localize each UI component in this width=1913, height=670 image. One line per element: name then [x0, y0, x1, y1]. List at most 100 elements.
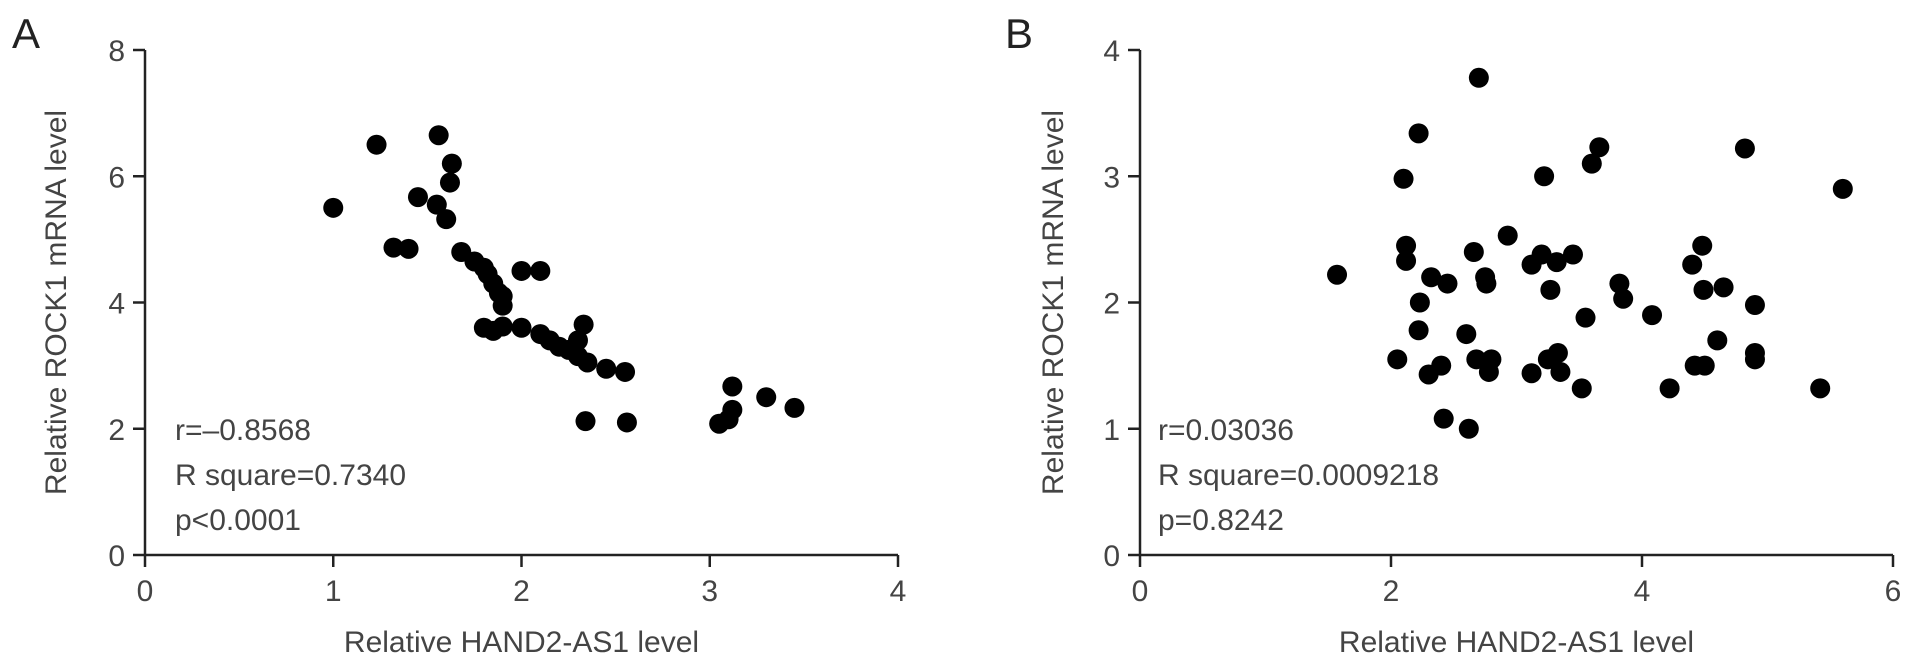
data-point-b: [1456, 324, 1477, 345]
y-tick-label-b: 2: [1103, 288, 1120, 321]
y-tick-label-a: 0: [108, 540, 125, 573]
data-point-b: [1497, 225, 1518, 246]
data-point-b: [1550, 361, 1571, 382]
data-point-a: [407, 187, 428, 208]
data-point-b: [1521, 363, 1542, 384]
y-tick-label-b: 1: [1103, 414, 1120, 447]
data-point-a: [530, 260, 551, 281]
data-point-b: [1393, 168, 1414, 189]
data-point-a: [596, 358, 617, 379]
data-point-b: [1571, 378, 1592, 399]
data-point-b: [1468, 67, 1489, 88]
data-point-a: [511, 260, 532, 281]
x-axis-title-a: Relative HAND2-AS1 level: [344, 626, 699, 659]
data-point-b: [1575, 307, 1596, 328]
data-point-a: [722, 399, 743, 420]
data-point-a: [511, 317, 532, 338]
x-tick-label-a: 1: [325, 575, 342, 608]
y-tick-label-b: 0: [1103, 540, 1120, 573]
data-point-b: [1562, 244, 1583, 265]
y-tick-label-a: 2: [108, 414, 125, 447]
data-point-b: [1682, 254, 1703, 275]
data-point-b: [1466, 349, 1487, 370]
data-point-a: [441, 153, 462, 174]
x-tick-label-a: 3: [701, 575, 718, 608]
data-point-b: [1547, 343, 1568, 363]
stat-annotation-b: p=0.8242: [1158, 504, 1284, 537]
stat-annotation-a: r=–0.8568: [175, 414, 311, 447]
y-axis-title-a: Relative ROCK1 mRNA level: [40, 110, 73, 495]
data-point-a: [428, 125, 449, 146]
data-point-a: [426, 194, 447, 215]
data-point-a: [756, 387, 777, 408]
y-tick-label-a: 6: [108, 161, 125, 194]
x-tick-label-a: 2: [513, 575, 530, 608]
data-point-b: [1659, 378, 1680, 399]
y-axis-title-b: Relative ROCK1 mRNA level: [1037, 110, 1070, 495]
data-point-a: [577, 352, 598, 373]
data-point-b: [1734, 138, 1755, 159]
data-point-b: [1540, 279, 1561, 300]
data-point-b: [1589, 137, 1610, 158]
data-point-b: [1613, 288, 1634, 309]
data-point-a: [616, 412, 637, 433]
data-point-b: [1744, 349, 1765, 370]
data-point-a: [567, 330, 588, 351]
data-point-b: [1409, 292, 1430, 313]
x-tick-label-a: 4: [890, 575, 907, 608]
x-tick-label-b: 4: [1634, 575, 1651, 608]
data-point-b: [1707, 330, 1728, 351]
data-point-b: [1694, 355, 1715, 376]
data-point-b: [1421, 267, 1442, 288]
data-point-b: [1481, 349, 1502, 370]
data-point-b: [1387, 349, 1408, 370]
data-point-b: [1396, 250, 1417, 271]
data-point-a: [615, 361, 636, 382]
data-point-b: [1534, 166, 1555, 187]
data-point-b: [1693, 279, 1714, 300]
stat-annotation-a: R square=0.7340: [175, 459, 406, 492]
data-point-b: [1832, 178, 1853, 199]
data-point-a: [398, 238, 419, 259]
data-point-a: [323, 197, 344, 218]
data-point-b: [1408, 320, 1429, 341]
data-point-a: [436, 209, 457, 230]
data-point-a: [383, 237, 404, 258]
data-point-b: [1692, 235, 1713, 256]
data-point-b: [1396, 235, 1417, 256]
panel-label-a: A: [12, 10, 40, 57]
x-axis-title-b: Relative HAND2-AS1 level: [1339, 626, 1694, 659]
y-tick-label-b: 4: [1103, 35, 1120, 68]
y-tick-label-a: 4: [108, 288, 125, 321]
stat-annotation-a: p<0.0001: [175, 504, 301, 537]
y-tick-label-a: 8: [108, 35, 125, 68]
data-point-b: [1546, 252, 1567, 273]
x-tick-label-b: 0: [1132, 575, 1149, 608]
x-tick-label-b: 6: [1885, 575, 1902, 608]
panel-label-b: B: [1005, 10, 1033, 57]
x-tick-label-b: 2: [1383, 575, 1400, 608]
data-point-a: [492, 316, 513, 337]
data-point-a: [366, 134, 387, 155]
data-point-b: [1476, 273, 1497, 294]
data-point-a: [784, 397, 805, 418]
stat-annotation-b: r=0.03036: [1158, 414, 1294, 447]
data-point-b: [1463, 242, 1484, 262]
x-tick-label-a: 0: [137, 575, 154, 608]
data-point-b: [1433, 408, 1454, 429]
data-point-b: [1437, 273, 1458, 294]
data-point-a: [492, 295, 513, 316]
data-point-b: [1642, 305, 1663, 326]
data-point-b: [1744, 295, 1765, 316]
data-point-a: [575, 411, 596, 432]
data-point-b: [1327, 264, 1348, 285]
data-point-b: [1408, 123, 1429, 144]
data-point-a: [573, 314, 594, 335]
data-point-b: [1810, 378, 1831, 399]
data-point-a: [722, 376, 743, 397]
data-point-b: [1531, 244, 1552, 265]
stat-annotation-b: R square=0.0009218: [1158, 459, 1439, 492]
y-tick-label-b: 3: [1103, 161, 1120, 194]
data-point-b: [1458, 418, 1479, 439]
